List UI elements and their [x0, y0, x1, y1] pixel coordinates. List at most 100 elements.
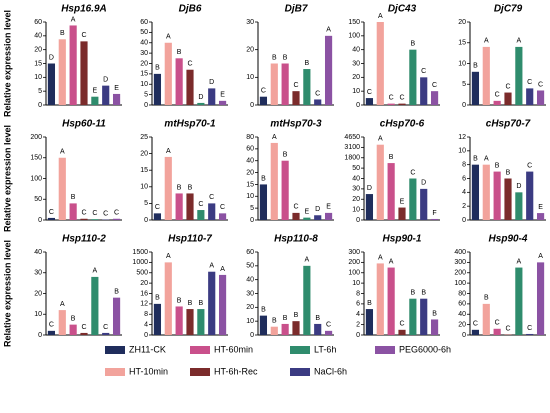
significance-letter: C: [92, 210, 97, 217]
y-tick-label: 100: [30, 175, 42, 182]
y-tick-label: 30: [352, 186, 360, 193]
bar: [91, 277, 98, 335]
significance-letter: B: [272, 318, 277, 325]
panel-title: mtHsp70-1: [164, 119, 216, 130]
bar: [398, 104, 405, 105]
y-tick-label: 40: [352, 175, 360, 182]
y-tick-label: 10: [352, 206, 360, 213]
y-tick-label: 16: [140, 290, 148, 297]
significance-letter: C: [220, 204, 225, 211]
y-tick-label: 60: [34, 19, 42, 26]
y-tick-label: 10: [246, 318, 254, 325]
bar: [504, 93, 511, 105]
y-tick-label: 200: [348, 259, 360, 266]
y-tick-label: 40: [246, 277, 254, 284]
significance-letter: B: [506, 169, 511, 176]
bar: [472, 165, 479, 220]
panel-title: Hsp110-2: [62, 234, 106, 245]
bar: [303, 266, 310, 335]
y-tick-label: 10: [140, 184, 148, 191]
significance-letter: D: [516, 183, 521, 190]
y-tick-label: 0: [356, 332, 360, 339]
significance-letter: B: [261, 175, 266, 182]
significance-letter: B: [421, 290, 426, 297]
bar: [91, 219, 98, 220]
significance-letter: A: [272, 134, 277, 141]
y-tick-label: 10: [246, 74, 254, 81]
significance-letter: D: [103, 76, 108, 83]
significance-letter: F: [432, 210, 436, 217]
y-tick-label: 15: [34, 60, 42, 67]
significance-letter: C: [49, 322, 54, 329]
bar: [515, 47, 522, 105]
y-tick-label: 0: [38, 217, 42, 224]
y-tick-label: 40: [352, 47, 360, 54]
y-tick-label: 100: [454, 280, 466, 287]
significance-letter: B: [60, 30, 65, 37]
significance-letter: C: [326, 322, 331, 329]
legend-label: LT-6h: [314, 344, 336, 354]
panel-title: Hsp90-4: [489, 234, 528, 245]
y-tick-label: 0: [250, 332, 254, 339]
bar: [537, 90, 544, 105]
significance-letter: A: [71, 16, 76, 23]
legend-swatch: [290, 368, 310, 376]
bar: [154, 213, 161, 220]
bar: [113, 219, 120, 220]
bar: [165, 43, 172, 105]
bar: [325, 331, 332, 335]
y-tick-label: 0: [462, 217, 466, 224]
legend-label: ZH11-CK: [129, 344, 166, 354]
significance-letter: B: [389, 154, 394, 161]
bar: [197, 210, 204, 220]
significance-letter: C: [114, 210, 119, 217]
bar: [102, 333, 109, 335]
y-tick-label: 1500: [132, 249, 148, 256]
y-tick-label: 80: [246, 134, 254, 141]
bar: [91, 97, 98, 105]
y-tick-label: 20: [34, 290, 42, 297]
bar: [472, 330, 479, 335]
y-tick-label: 10: [458, 148, 466, 155]
significance-letter: B: [177, 297, 182, 304]
bar: [377, 22, 384, 105]
bar: [282, 161, 289, 220]
bar: [260, 316, 267, 335]
bar: [80, 333, 87, 335]
significance-letter: A: [209, 263, 214, 270]
bar: [388, 268, 395, 335]
bar: [515, 192, 522, 220]
significance-letter: E: [400, 198, 405, 205]
y-tick-label: 8: [356, 290, 360, 297]
y-tick-label: 0: [356, 102, 360, 109]
bar: [420, 299, 427, 335]
significance-letter: C: [81, 32, 86, 39]
significance-letter: C: [315, 90, 320, 97]
y-tick-label: 200: [30, 134, 42, 141]
significance-letter: B: [283, 315, 288, 322]
significance-letter: B: [114, 288, 119, 295]
bar: [366, 194, 373, 220]
significance-letter: D: [198, 94, 203, 101]
significance-letter: A: [60, 301, 65, 308]
significance-letter: C: [527, 162, 532, 169]
y-tick-label: 10: [140, 81, 148, 88]
bar: [409, 50, 416, 105]
significance-letter: C: [81, 210, 86, 217]
panel-title: cHsp70-7: [486, 119, 531, 130]
panel-title: Hsp110-7: [168, 234, 212, 245]
y-tick-label: 6: [356, 301, 360, 308]
y-tick-label: 10: [352, 88, 360, 95]
bar: [208, 272, 215, 335]
bar: [325, 36, 332, 105]
bar: [388, 163, 395, 220]
bar: [59, 158, 66, 220]
y-tick-label: 300: [348, 249, 360, 256]
panel-title: Hsp16.9A: [61, 4, 107, 15]
legend-label: HT-6h-Rec: [214, 366, 258, 376]
legend-label: HT-60min: [214, 344, 253, 354]
bar: [176, 306, 183, 335]
legend-swatch: [375, 346, 395, 354]
significance-letter: B: [71, 194, 76, 201]
significance-letter: A: [166, 34, 171, 41]
